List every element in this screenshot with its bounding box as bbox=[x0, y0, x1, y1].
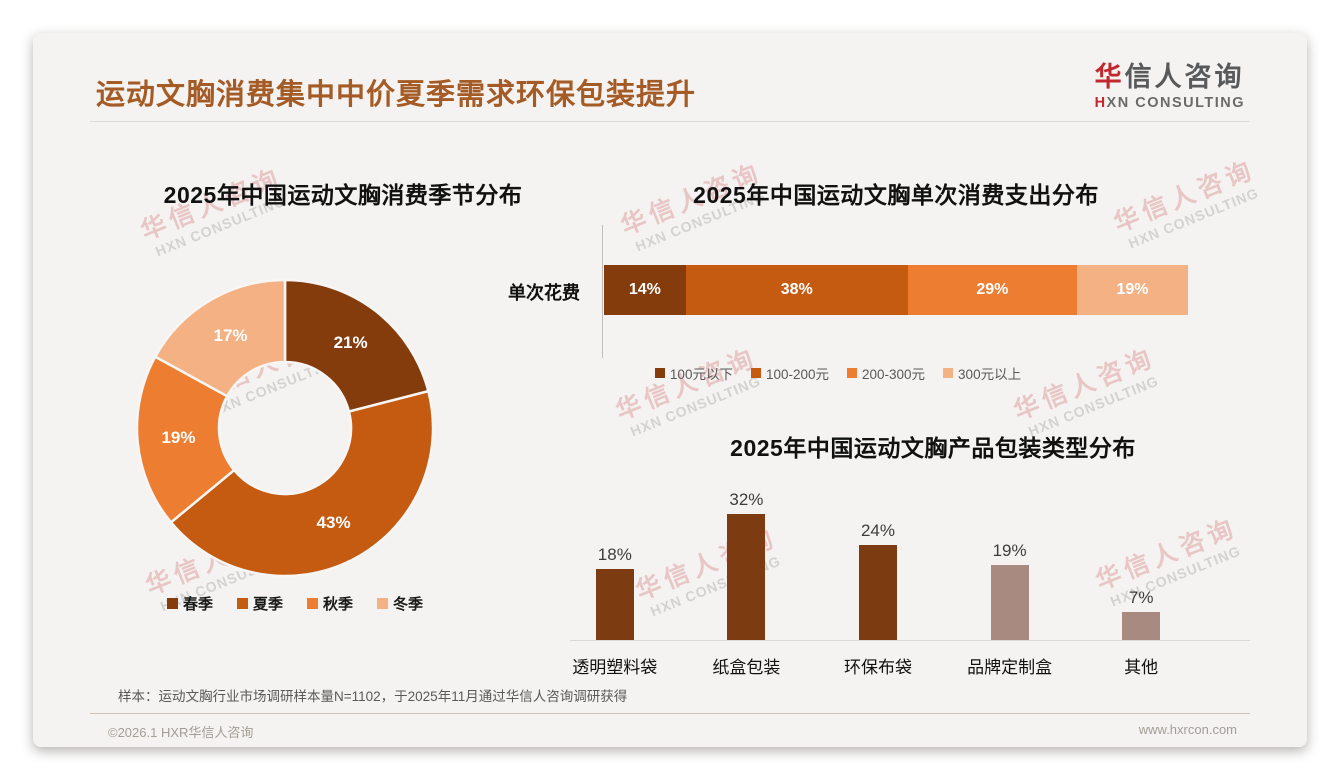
stacked-segment-label: 19% bbox=[1116, 281, 1149, 298]
legend-label: 300元以上 bbox=[958, 367, 1022, 382]
legend-swatch bbox=[750, 368, 761, 378]
watermark-zh: 华信人咨询 bbox=[1010, 343, 1160, 426]
legend-label: 冬季 bbox=[393, 596, 424, 613]
stacked-segment-300元以上: 19% bbox=[1077, 265, 1188, 315]
bar-value-label: 7% bbox=[1128, 588, 1154, 607]
sample-footnote: 样本：运动文胸行业市场调研样本量N=1102，于2025年11月通过华信人咨询调… bbox=[118, 689, 628, 704]
legend-item-夏季: 夏季 bbox=[236, 593, 283, 614]
legend-swatch bbox=[377, 598, 389, 609]
watermark-zh: 华信人咨询 bbox=[612, 343, 762, 426]
stacked-segment-100元以下: 14% bbox=[604, 265, 686, 315]
packaging-category-labels: 透明塑料袋 纸盒包装 环保布袋 品牌定制盒 其他 bbox=[549, 653, 1207, 678]
donut-segment-冬季 bbox=[153, 278, 287, 398]
donut-value-label: 19% bbox=[161, 428, 196, 448]
bar-cell-透明塑料袋: 18% bbox=[549, 483, 681, 640]
bar-品牌定制盒 bbox=[990, 565, 1029, 640]
bar-cell-其他: 7% bbox=[1075, 483, 1207, 640]
bar-category-label: 环保布袋 bbox=[843, 658, 912, 677]
brand-logo: 华信人咨询 HXN CONSULTING bbox=[1095, 55, 1245, 111]
bar-category-label: 品牌定制盒 bbox=[967, 658, 1053, 677]
spend-legend: 100元以下 100-200元 200-300元 300元以上 bbox=[513, 363, 1163, 383]
slide-card: 华信人咨询 HXN CONSULTING 华信人咨询 HXN CONSULTING … bbox=[33, 33, 1307, 747]
stacked-segment-label: 38% bbox=[780, 281, 813, 298]
spend-stacked-bar: 14% 38% 29% 19% bbox=[604, 265, 1188, 315]
bar-其他 bbox=[1122, 612, 1161, 640]
legend-item-秋季: 秋季 bbox=[307, 593, 353, 614]
legend-swatch bbox=[166, 598, 178, 609]
season-donut-chart: 21% 43% 19% 17% bbox=[135, 278, 435, 578]
donut-value-label: 43% bbox=[316, 513, 351, 533]
packaging-baseline bbox=[570, 640, 1250, 641]
legend-label: 夏季 bbox=[252, 596, 283, 613]
stacked-segment-label: 14% bbox=[628, 281, 661, 298]
legend-item-100-200元: 100-200元 bbox=[750, 363, 829, 383]
stacked-segment-label: 29% bbox=[976, 281, 1009, 298]
legend-item-200-300元: 200-300元 bbox=[847, 363, 925, 383]
donut-value-label: 17% bbox=[213, 325, 248, 345]
season-legend: 春季 夏季 秋季 冬季 bbox=[115, 593, 475, 614]
bar-value-label: 18% bbox=[597, 545, 632, 564]
packaging-bars: 18% 32% 24% 19% 7% bbox=[549, 483, 1207, 640]
legend-swatch bbox=[236, 598, 248, 609]
donut-svg bbox=[135, 278, 435, 578]
copyright-text: ©2026.1 HXR华信人咨询 bbox=[108, 725, 254, 740]
stacked-segment-100-200元: 38% bbox=[685, 265, 908, 315]
legend-item-春季: 春季 bbox=[166, 593, 213, 614]
bar-cell-纸盒包装: 32% bbox=[681, 483, 813, 640]
bar-category-label: 纸盒包装 bbox=[712, 658, 781, 677]
legend-swatch bbox=[654, 368, 665, 378]
logo-zh: 华信人咨询 bbox=[1095, 55, 1245, 94]
bar-category-label: 其他 bbox=[1124, 658, 1159, 677]
legend-swatch bbox=[307, 598, 318, 609]
bar-value-label: 32% bbox=[729, 490, 764, 509]
bar-value-label: 19% bbox=[992, 541, 1027, 560]
bar-cell-环保布袋: 24% bbox=[812, 483, 944, 640]
spend-chart-title: 2025年中国运动文胸单次消费支出分布 bbox=[693, 182, 1099, 208]
logo-zh-rest: 信人咨询 bbox=[1124, 62, 1245, 92]
legend-item-冬季: 冬季 bbox=[377, 593, 423, 614]
donut-segment-秋季 bbox=[135, 355, 236, 525]
spend-axis-line bbox=[602, 225, 603, 358]
website-text: www.hxrcon.com bbox=[1138, 722, 1237, 737]
legend-swatch bbox=[943, 368, 954, 378]
footer-divider bbox=[90, 713, 1250, 714]
bar-value-label: 24% bbox=[860, 521, 895, 540]
legend-label: 春季 bbox=[182, 596, 213, 613]
stacked-segment-200-300元: 29% bbox=[907, 265, 1078, 315]
packaging-chart-title: 2025年中国运动文胸产品包装类型分布 bbox=[730, 435, 1136, 461]
page-title: 运动文胸消费集中中价夏季需求环保包装提升 bbox=[96, 79, 697, 111]
legend-label: 100元以下 bbox=[669, 367, 733, 382]
header-divider bbox=[90, 121, 1250, 122]
legend-swatch bbox=[847, 368, 857, 378]
donut-segment-夏季 bbox=[169, 389, 435, 578]
donut-chart-title: 2025年中国运动文胸消费季节分布 bbox=[163, 182, 523, 208]
donut-value-label: 21% bbox=[333, 333, 368, 353]
donut-segment-春季 bbox=[283, 278, 430, 414]
bar-cell-品牌定制盒: 19% bbox=[944, 483, 1076, 640]
legend-label: 100-200元 bbox=[765, 367, 829, 382]
logo-en-rest: XN CONSULTING bbox=[1106, 95, 1245, 111]
legend-item-300元以上: 300元以上 bbox=[943, 363, 1021, 383]
bar-纸盒包装 bbox=[727, 514, 766, 640]
bar-环保布袋 bbox=[858, 545, 897, 640]
logo-en: HXN CONSULTING bbox=[1095, 95, 1245, 111]
legend-label: 200-300元 bbox=[862, 367, 926, 382]
spend-axis-category-label: 单次花费 bbox=[508, 283, 580, 303]
logo-en-accent: H bbox=[1094, 95, 1107, 111]
legend-item-100元以下: 100元以下 bbox=[654, 363, 733, 383]
bar-category-label: 透明塑料袋 bbox=[572, 658, 658, 677]
logo-zh-accent: 华 bbox=[1094, 62, 1125, 92]
legend-label: 秋季 bbox=[323, 596, 354, 613]
bar-透明塑料袋 bbox=[595, 569, 634, 640]
